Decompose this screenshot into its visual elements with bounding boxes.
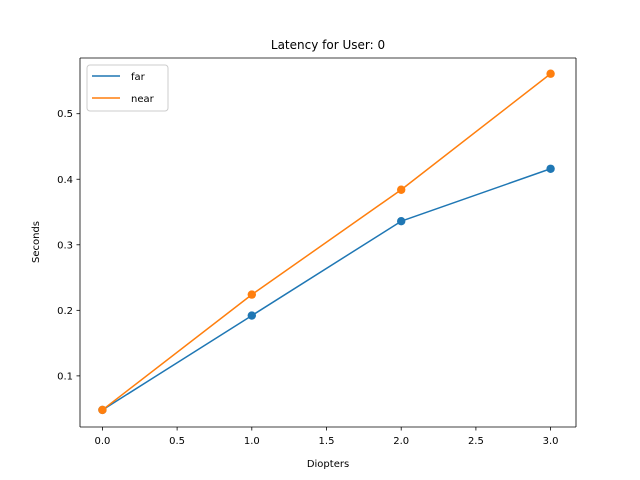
plot-background — [80, 58, 576, 427]
x-axis-label: Diopters — [307, 459, 349, 470]
series-near — [98, 69, 555, 415]
y-tick-label: 0.4 — [57, 175, 73, 186]
chart-title: Latency for User: 0 — [271, 38, 385, 52]
legend-box — [86, 64, 169, 112]
y-tick-label: 0.2 — [57, 306, 73, 317]
y-axis-ticks: 0.1 0.2 0.3 0.4 0.5 — [57, 109, 80, 382]
series-line-far — [102, 168, 551, 411]
legend-label: near — [131, 94, 155, 105]
x-tick-label: 0.5 — [169, 436, 185, 447]
series-layer — [98, 69, 555, 415]
data-point-far — [397, 216, 406, 226]
data-point-far — [247, 311, 257, 320]
x-tick-label: 1.0 — [244, 436, 260, 447]
legend-label: far — [131, 72, 146, 83]
data-point-far — [546, 164, 555, 173]
legend-item-far: far — [92, 72, 146, 83]
x-tick-label: 2.0 — [393, 436, 409, 447]
data-point-near — [247, 290, 257, 299]
plot-area — [79, 57, 577, 428]
x-tick-label: 0.0 — [94, 436, 110, 447]
y-tick-label: 0.1 — [57, 371, 73, 382]
axes-frame — [79, 57, 577, 428]
y-tick-label: 0.5 — [57, 109, 73, 120]
x-tick-label: 2.5 — [468, 436, 484, 447]
legend-item-near: near — [92, 94, 155, 105]
data-point-near — [397, 185, 406, 194]
series-line-near — [101, 73, 552, 411]
x-tick-label: 1.5 — [319, 436, 335, 447]
legend: far near — [86, 64, 169, 112]
data-point-near — [546, 69, 555, 78]
y-axis-label: Seconds — [31, 221, 42, 263]
x-tick-label: 3.0 — [543, 436, 559, 447]
data-point-near — [98, 405, 107, 415]
legend-items: far near — [92, 72, 155, 105]
x-axis-ticks: 0.0 0.5 1.0 1.5 2.0 2.5 3.0 — [94, 427, 559, 447]
y-tick-label: 0.3 — [57, 240, 73, 251]
